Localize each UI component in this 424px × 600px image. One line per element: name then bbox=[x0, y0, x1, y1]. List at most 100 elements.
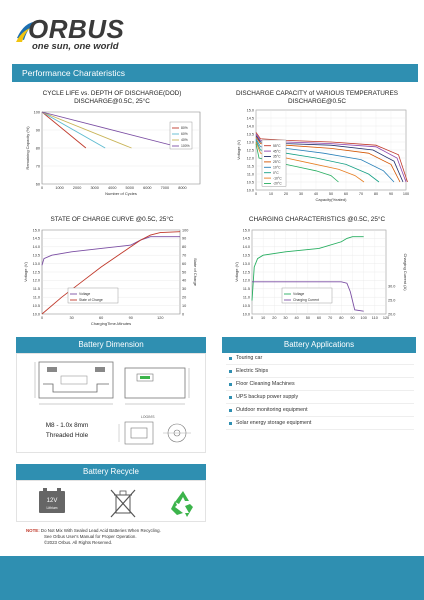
legend-label: -10°C bbox=[273, 176, 282, 180]
x-tick-label: 30 bbox=[283, 316, 287, 320]
x-axis-label: Number of Cycles bbox=[105, 191, 137, 196]
x-tick-label: 3000 bbox=[90, 186, 98, 190]
y-tick-label: 100 bbox=[34, 110, 40, 114]
battery-front-drawing bbox=[34, 361, 190, 405]
legend-box bbox=[67, 287, 119, 304]
application-item: Outdoor monitoring equipment bbox=[226, 404, 414, 417]
series-line bbox=[255, 143, 339, 183]
fill-level-label: LOGIN'S bbox=[141, 415, 155, 419]
cycle-chart-title-2: DISCHARGE@0.5C, 25°C bbox=[74, 98, 150, 105]
series-line bbox=[251, 236, 364, 301]
x-tick-label: 50 bbox=[329, 192, 333, 196]
y-tick-label: 11.0 bbox=[247, 172, 254, 176]
temp-chart-title-2: DISCHARGE@0.5C bbox=[288, 98, 346, 105]
legend-label: 10°C bbox=[273, 166, 281, 170]
series-line bbox=[255, 136, 401, 183]
battery-dimension-panel: M8 - 1.0x 8mm Threaded Hole LOGIN'S bbox=[16, 353, 206, 453]
note-label: NOTE: bbox=[26, 528, 40, 533]
cycle-life-chart: CYCLE LIFE vs. DEPTH OF DISCHARGE(DOD) D… bbox=[12, 88, 212, 208]
y-tick-label: 60 bbox=[36, 182, 40, 186]
y2-tick-label: 30 bbox=[182, 287, 186, 291]
x-tick-label: 50 bbox=[306, 316, 310, 320]
x-tick-label: 0 bbox=[251, 316, 253, 320]
x-tick-label: 40 bbox=[314, 192, 318, 196]
y-tick-label: 14.5 bbox=[247, 116, 254, 120]
cycle-chart-title-1: CYCLE LIFE vs. DEPTH OF DISCHARGE(DOD) bbox=[42, 90, 182, 97]
series-line bbox=[41, 111, 87, 149]
footer-bar bbox=[0, 556, 424, 600]
series-line bbox=[255, 140, 380, 183]
application-item: Floor Cleaning Machines bbox=[226, 378, 414, 391]
x-tick-label: 6000 bbox=[143, 186, 151, 190]
note-line-1: Do Not Mix With Sealed Lead Acid Batteri… bbox=[40, 528, 161, 533]
x-tick-label: 60 bbox=[99, 316, 103, 320]
terminal-spec-1: M8 - 1.0x 8mm bbox=[45, 422, 89, 429]
application-item: Solar energy storage equipment bbox=[226, 417, 414, 430]
y-tick-label: 13.0 bbox=[247, 140, 254, 144]
y2-tick-label: 30.0 bbox=[388, 284, 395, 288]
y-tick-label: 14.0 bbox=[243, 245, 250, 249]
applications-list: Touring car Electric Ships Floor Cleanin… bbox=[226, 352, 414, 430]
y-tick-label: 10.0 bbox=[243, 312, 250, 316]
x-tick-label: 60 bbox=[344, 192, 348, 196]
legend-label: 60% bbox=[181, 132, 188, 136]
battery-chem-label: Lithium bbox=[47, 506, 58, 510]
x-tick-label: 120 bbox=[383, 316, 389, 320]
y-tick-label: 14.0 bbox=[247, 124, 254, 128]
y2-tick-label: 0 bbox=[182, 312, 184, 316]
y2-tick-label: 20.0 bbox=[388, 312, 395, 316]
y2-tick-label: 60 bbox=[182, 262, 186, 266]
y2-tick-label: 50 bbox=[182, 270, 186, 274]
series-line bbox=[255, 138, 395, 183]
series-line bbox=[255, 133, 407, 183]
application-item: Touring car bbox=[226, 352, 414, 365]
legend-label: 40% bbox=[181, 138, 188, 142]
y2-tick-label: 70 bbox=[182, 254, 186, 258]
x-tick-label: 1000 bbox=[55, 186, 63, 190]
legend-label: 100% bbox=[181, 144, 190, 148]
x-tick-label: 90 bbox=[350, 316, 354, 320]
series-line bbox=[41, 111, 183, 149]
y-tick-label: 12.5 bbox=[33, 270, 40, 274]
legend-label: 45°C bbox=[273, 149, 281, 153]
y-tick-label: 10.0 bbox=[33, 312, 40, 316]
x-tick-label: 10 bbox=[269, 192, 273, 196]
x-tick-label: 20 bbox=[272, 316, 276, 320]
legend-box bbox=[281, 287, 333, 304]
x-tick-label: 7000 bbox=[161, 186, 169, 190]
recycle-icon bbox=[171, 491, 193, 517]
x-tick-label: 90 bbox=[389, 192, 393, 196]
y-tick-label: 11.5 bbox=[33, 287, 40, 291]
logo-swoosh-icon bbox=[16, 21, 38, 42]
x-tick-label: 60 bbox=[317, 316, 321, 320]
soc-chart-plot: 10.0 10.5 11.0 11.5 12.0 12.5 13.0 13.5 14.0 14.5… bbox=[23, 228, 198, 326]
y-tick-label: 80 bbox=[36, 146, 40, 150]
y2-tick-label: 100 bbox=[182, 228, 188, 232]
x-tick-label: 80 bbox=[374, 192, 378, 196]
y2-axis-label: Charging Current (A) bbox=[403, 253, 408, 291]
y-tick-label: 13.5 bbox=[247, 132, 254, 136]
note-line-3: ©2023 Orbus. All Rights Reserved. bbox=[44, 540, 113, 545]
x-axis-label: Capacity(%rated) bbox=[316, 197, 348, 202]
recycling-note: NOTE: Do Not Mix With Sealed Lead Acid B… bbox=[26, 528, 161, 546]
x-tick-label: 30 bbox=[69, 316, 73, 320]
temp-chart-plot: 10.0 10.5 11.0 11.5 12.0 12.5 13.0 13.5 14.0 14.5… bbox=[236, 108, 409, 202]
x-tick-label: 90 bbox=[129, 316, 133, 320]
y2-tick-label: 90 bbox=[182, 237, 186, 241]
charge-chart-plot: 10.0 10.5 11.0 11.5 12.0 12.5 13.0 13.5 14.0 14.5… bbox=[234, 228, 408, 320]
legend-label: 0°C bbox=[273, 171, 279, 175]
x-tick-label: 2000 bbox=[73, 186, 81, 190]
y-tick-label: 12.0 bbox=[33, 279, 40, 283]
application-item: Electric Ships bbox=[226, 365, 414, 378]
x-tick-label: 30 bbox=[299, 192, 303, 196]
series-line bbox=[41, 111, 132, 149]
series-line bbox=[255, 135, 404, 183]
y-tick-label: 12.5 bbox=[243, 270, 250, 274]
x-tick-label: 100 bbox=[403, 192, 409, 196]
series-line bbox=[252, 281, 364, 312]
terminal-drawing: LOGIN'S bbox=[118, 415, 191, 445]
legend-label: 80% bbox=[181, 126, 188, 130]
x-tick-label: 5000 bbox=[126, 186, 134, 190]
brand-name: ORBUS bbox=[28, 14, 125, 44]
